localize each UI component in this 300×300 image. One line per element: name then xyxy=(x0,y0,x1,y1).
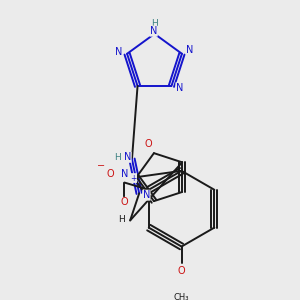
Text: O: O xyxy=(106,169,114,178)
Text: N: N xyxy=(143,190,150,200)
Text: N: N xyxy=(115,47,123,57)
Text: H: H xyxy=(151,19,158,28)
Text: N: N xyxy=(124,152,131,162)
Text: O: O xyxy=(178,266,185,276)
Text: N: N xyxy=(176,83,183,93)
Text: +: + xyxy=(130,173,136,182)
Text: N: N xyxy=(186,45,194,55)
Text: O: O xyxy=(145,139,152,149)
Text: H: H xyxy=(114,153,121,162)
Text: N: N xyxy=(121,169,128,178)
Text: H: H xyxy=(118,215,124,224)
Text: O: O xyxy=(121,197,128,207)
Text: N: N xyxy=(150,26,157,36)
Text: −: − xyxy=(97,161,105,171)
Text: CH₃: CH₃ xyxy=(174,293,189,300)
